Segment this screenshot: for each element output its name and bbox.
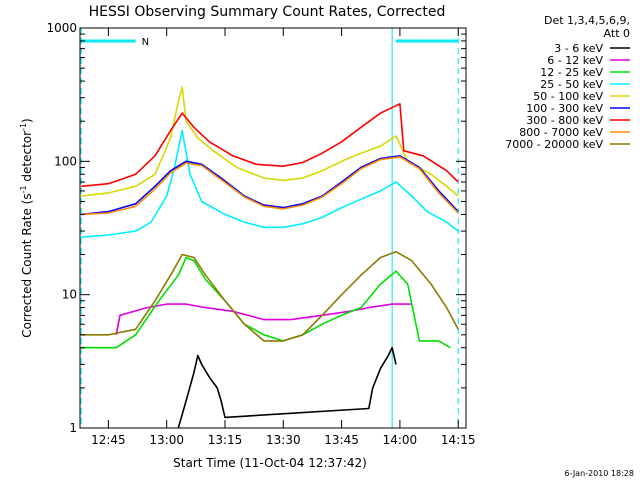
legend-label-8: 7000 - 20000 keV [505,138,603,151]
series-line-4 [81,86,459,197]
y-tick-label-2: 100 [54,154,77,168]
y-axis-label-main: Corrected Count Rate (s [20,193,34,337]
observation-markers [80,28,459,428]
y-tick-label-0: 1 [69,421,77,435]
x-tick-label-0: 12:45 [91,433,126,447]
x-tick-label-3: 13:30 [266,433,301,447]
series-line-3 [81,129,459,238]
legend-label-1: 6 - 12 keV [547,54,603,67]
series-line-5 [81,155,459,216]
x-axis-label: Start Time (11-Oct-04 12:37:42) [173,456,367,470]
y-tick-label-3: 1000 [46,21,77,35]
x-tick-label-4: 13:45 [324,433,359,447]
legend-label-4: 50 - 100 keV [533,90,603,103]
y-axis-label-end: ) [20,118,34,123]
y-tick-label-1: 10 [62,288,77,302]
night-marker-label: N [142,37,149,48]
series-line-1 [115,303,412,335]
legend-label-6: 300 - 800 keV [526,114,603,127]
chart-title: HESSI Observing Summary Count Rates, Cor… [89,4,446,20]
legend-label-0: 3 - 6 keV [554,42,603,55]
y-axis-label: Corrected Count Rate (s-1 detector-1) [19,118,34,337]
series-layer [81,86,459,429]
legend-label-2: 12 - 25 keV [540,66,603,79]
legend-header-line-2: Att 0 [604,27,630,40]
legend-label-7: 800 - 7000 keV [519,126,603,139]
series-line-8 [81,250,459,342]
x-tick-label-1: 13:00 [149,433,184,447]
series-line-0 [177,346,397,429]
y-axis-label-sup2: -1 [19,123,28,131]
y-axis-label-sup1: -1 [19,185,28,193]
x-tick-label-6: 14:15 [441,433,476,447]
legend-label-5: 100 - 300 keV [526,102,603,115]
footer-date: 6-Jan-2010 18:28 [564,469,634,478]
x-tick-label-2: 13:15 [208,433,243,447]
legend-header-line-1: Det 1,3,4,5,6,9, [544,14,630,27]
legend-label-3: 25 - 50 keV [540,78,603,91]
y-axis-label-mid: detector [20,131,34,186]
axis-ticks: 12:45 13:00 13:15 13:30 13:45 14:00 14:15 1 10 10… [46,21,475,447]
series-line-7 [81,156,459,216]
x-tick-label-5: 14:00 [383,433,418,447]
plot-frame [79,27,467,429]
series-line-2 [81,256,451,349]
series-line-6 [81,103,459,188]
